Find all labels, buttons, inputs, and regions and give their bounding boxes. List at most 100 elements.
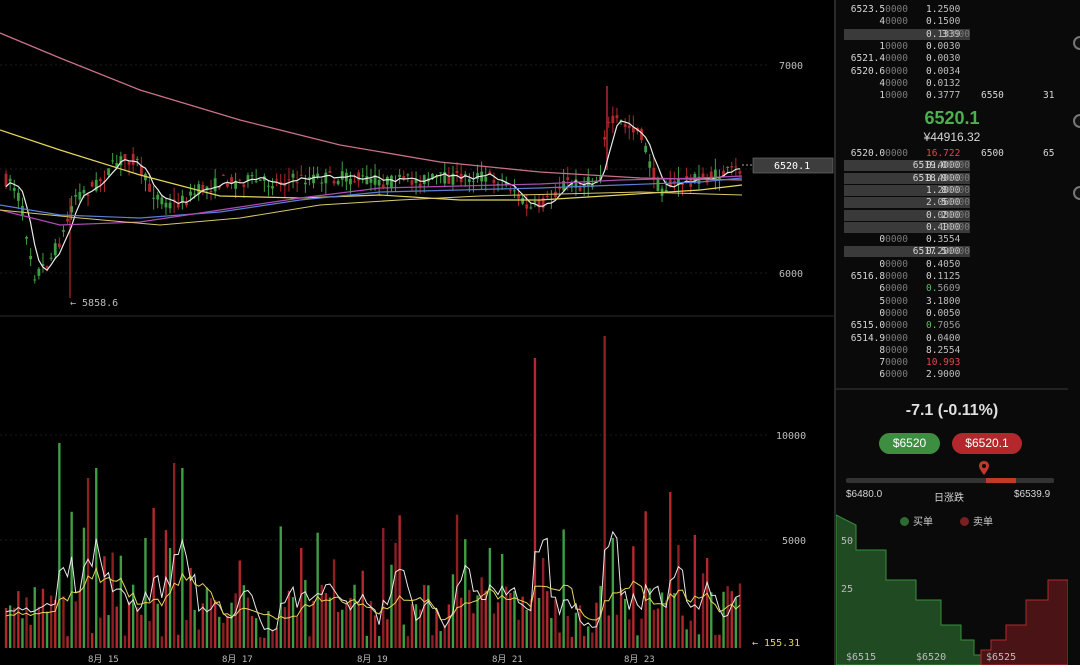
ma-line-mid [0,129,743,201]
volume-bar [123,635,127,648]
candle [201,184,205,193]
tool-circle-icon[interactable] [1073,114,1080,128]
orderbook-row[interactable]: 80000 8.2554 [844,345,1064,356]
orderbook-row[interactable]: 6521.40000 0.0030 [844,53,1064,64]
price-chart[interactable]: 7000 6000 10000 5000 8月 15 8月 17 8月 19 8月 21 8月 … [0,0,836,665]
row-price: 00000 [879,258,908,270]
orderbook-row[interactable]: 30000 0.1339 [844,28,1064,40]
candle [640,128,643,141]
row-price: 6516.80000 [850,271,908,282]
volume-bar [201,603,205,648]
orderbook-row[interactable]: 6514.90000 0.0400 [844,333,1064,344]
orderbook-row[interactable]: 00000 0.0050 [844,308,1064,319]
candle [57,243,61,248]
candle [324,172,328,184]
row-price: 50000 [844,197,970,209]
row-level-price: 6500 [981,148,1004,159]
orderbook-row[interactable]: 10000 0.3777 6550 31 [844,90,1064,101]
candle [8,178,12,182]
row-amount: 1.2500 [926,4,961,15]
candle [656,178,660,192]
orderbook-row[interactable]: 6520.60000 0.0034 [844,66,1064,77]
depth-y-label: 50 [841,536,853,547]
legend-buy: 买单 [900,513,933,528]
candle [45,266,49,269]
orderbook-row[interactable]: 50000 2.0600 [844,197,1064,209]
candle [435,176,438,178]
volume-bar [730,591,733,648]
candle [504,182,508,185]
volume-bar [177,634,180,648]
orderbook-row[interactable]: 00000 0.3554 [844,234,1064,245]
candle [722,170,725,177]
candle [517,194,520,199]
volume-bar [509,592,512,648]
orderbook-row[interactable]: 6516.80000 0.1125 [844,271,1064,282]
candle [271,186,274,189]
row-price: 20000 [844,209,970,221]
daily-range-bar [846,478,1054,483]
chart-canvas[interactable]: 7000 6000 10000 5000 8月 15 8月 17 8月 19 8月 21 8月 … [0,0,836,665]
candle [234,180,238,189]
candle [275,179,279,181]
orderbook-row[interactable]: 00000 0.4050 [844,259,1064,270]
sell-price-button[interactable]: $6520.1 [952,433,1022,454]
candle [312,174,315,184]
orderbook-row[interactable]: 40000 0.0132 [844,78,1064,89]
row-level-price: 6550 [981,90,1004,102]
orderbook-row[interactable]: 6518.90000 0.4000 [844,172,1064,184]
legend-sell-label: 卖单 [973,517,993,528]
orderbook-row[interactable]: 70000 10.993 [844,357,1064,368]
orderbook-row[interactable]: 80000 1.2000 [844,184,1064,196]
volume-bar [562,529,565,648]
volume-bar [644,511,647,648]
volume-bar [189,568,192,648]
volume-bar [496,602,500,648]
orderbook-row[interactable]: 6520.00000 16.722 6500 65 [844,148,1064,159]
orderbook-row[interactable]: 60000 0.5609 [844,283,1064,294]
buy-price-button[interactable]: $6520 [879,433,940,454]
candle [189,191,192,196]
orderbook-row[interactable]: 6523.50000 1.2500 [844,4,1064,15]
orderbook-row[interactable]: 60000 2.9000 [844,369,1064,380]
volume-bar [365,635,369,648]
row-price: 6519.00000 [844,160,970,172]
orderbook-row[interactable]: 50000 3.1800 [844,296,1064,307]
volume-bar [664,600,668,648]
candle [672,180,676,183]
volume-bar [197,629,200,648]
candle [86,194,90,196]
orderbook-row[interactable]: 40000 0.1500 [844,16,1064,27]
orderbook-row[interactable]: 10000 0.4000 [844,221,1064,233]
candle [53,243,57,256]
orderbook-row[interactable]: 20000 0.0800 [844,209,1064,221]
candle [467,179,471,182]
volume-bar [476,595,479,648]
volume-bar [230,602,233,648]
tool-circle-icon[interactable] [1073,36,1080,50]
volume-bar [386,619,389,648]
orderbook-row[interactable]: 10000 0.0030 [844,41,1064,52]
volume-bar [115,606,118,648]
row-price: 10000 [879,90,908,102]
row-price: 00000 [879,307,908,319]
volume-bar [628,619,631,648]
orderbook-row[interactable]: 6519.00000 0.4000 [844,160,1064,172]
candle [180,195,184,203]
volume-bar [513,590,516,648]
volume-bar [279,526,282,648]
volume-bar [591,632,594,648]
volume-bar [37,606,41,648]
candle [545,196,549,198]
volume-bar [578,605,582,648]
volume-bar [726,586,729,648]
volume-bar [652,609,656,648]
orderbook-row[interactable]: 6517.50000 0.2000 [844,246,1064,258]
orderbook-row[interactable]: 6515.00000 0.7056 [844,320,1064,331]
tool-circle-icon[interactable] [1073,186,1080,200]
date-axis-label: 8月 23 [624,654,655,665]
candle [611,115,615,124]
depth-chart[interactable]: 50 25 $6515 $6520 $6525 [836,510,1068,665]
volume-bar [431,635,434,648]
candle [308,177,311,179]
